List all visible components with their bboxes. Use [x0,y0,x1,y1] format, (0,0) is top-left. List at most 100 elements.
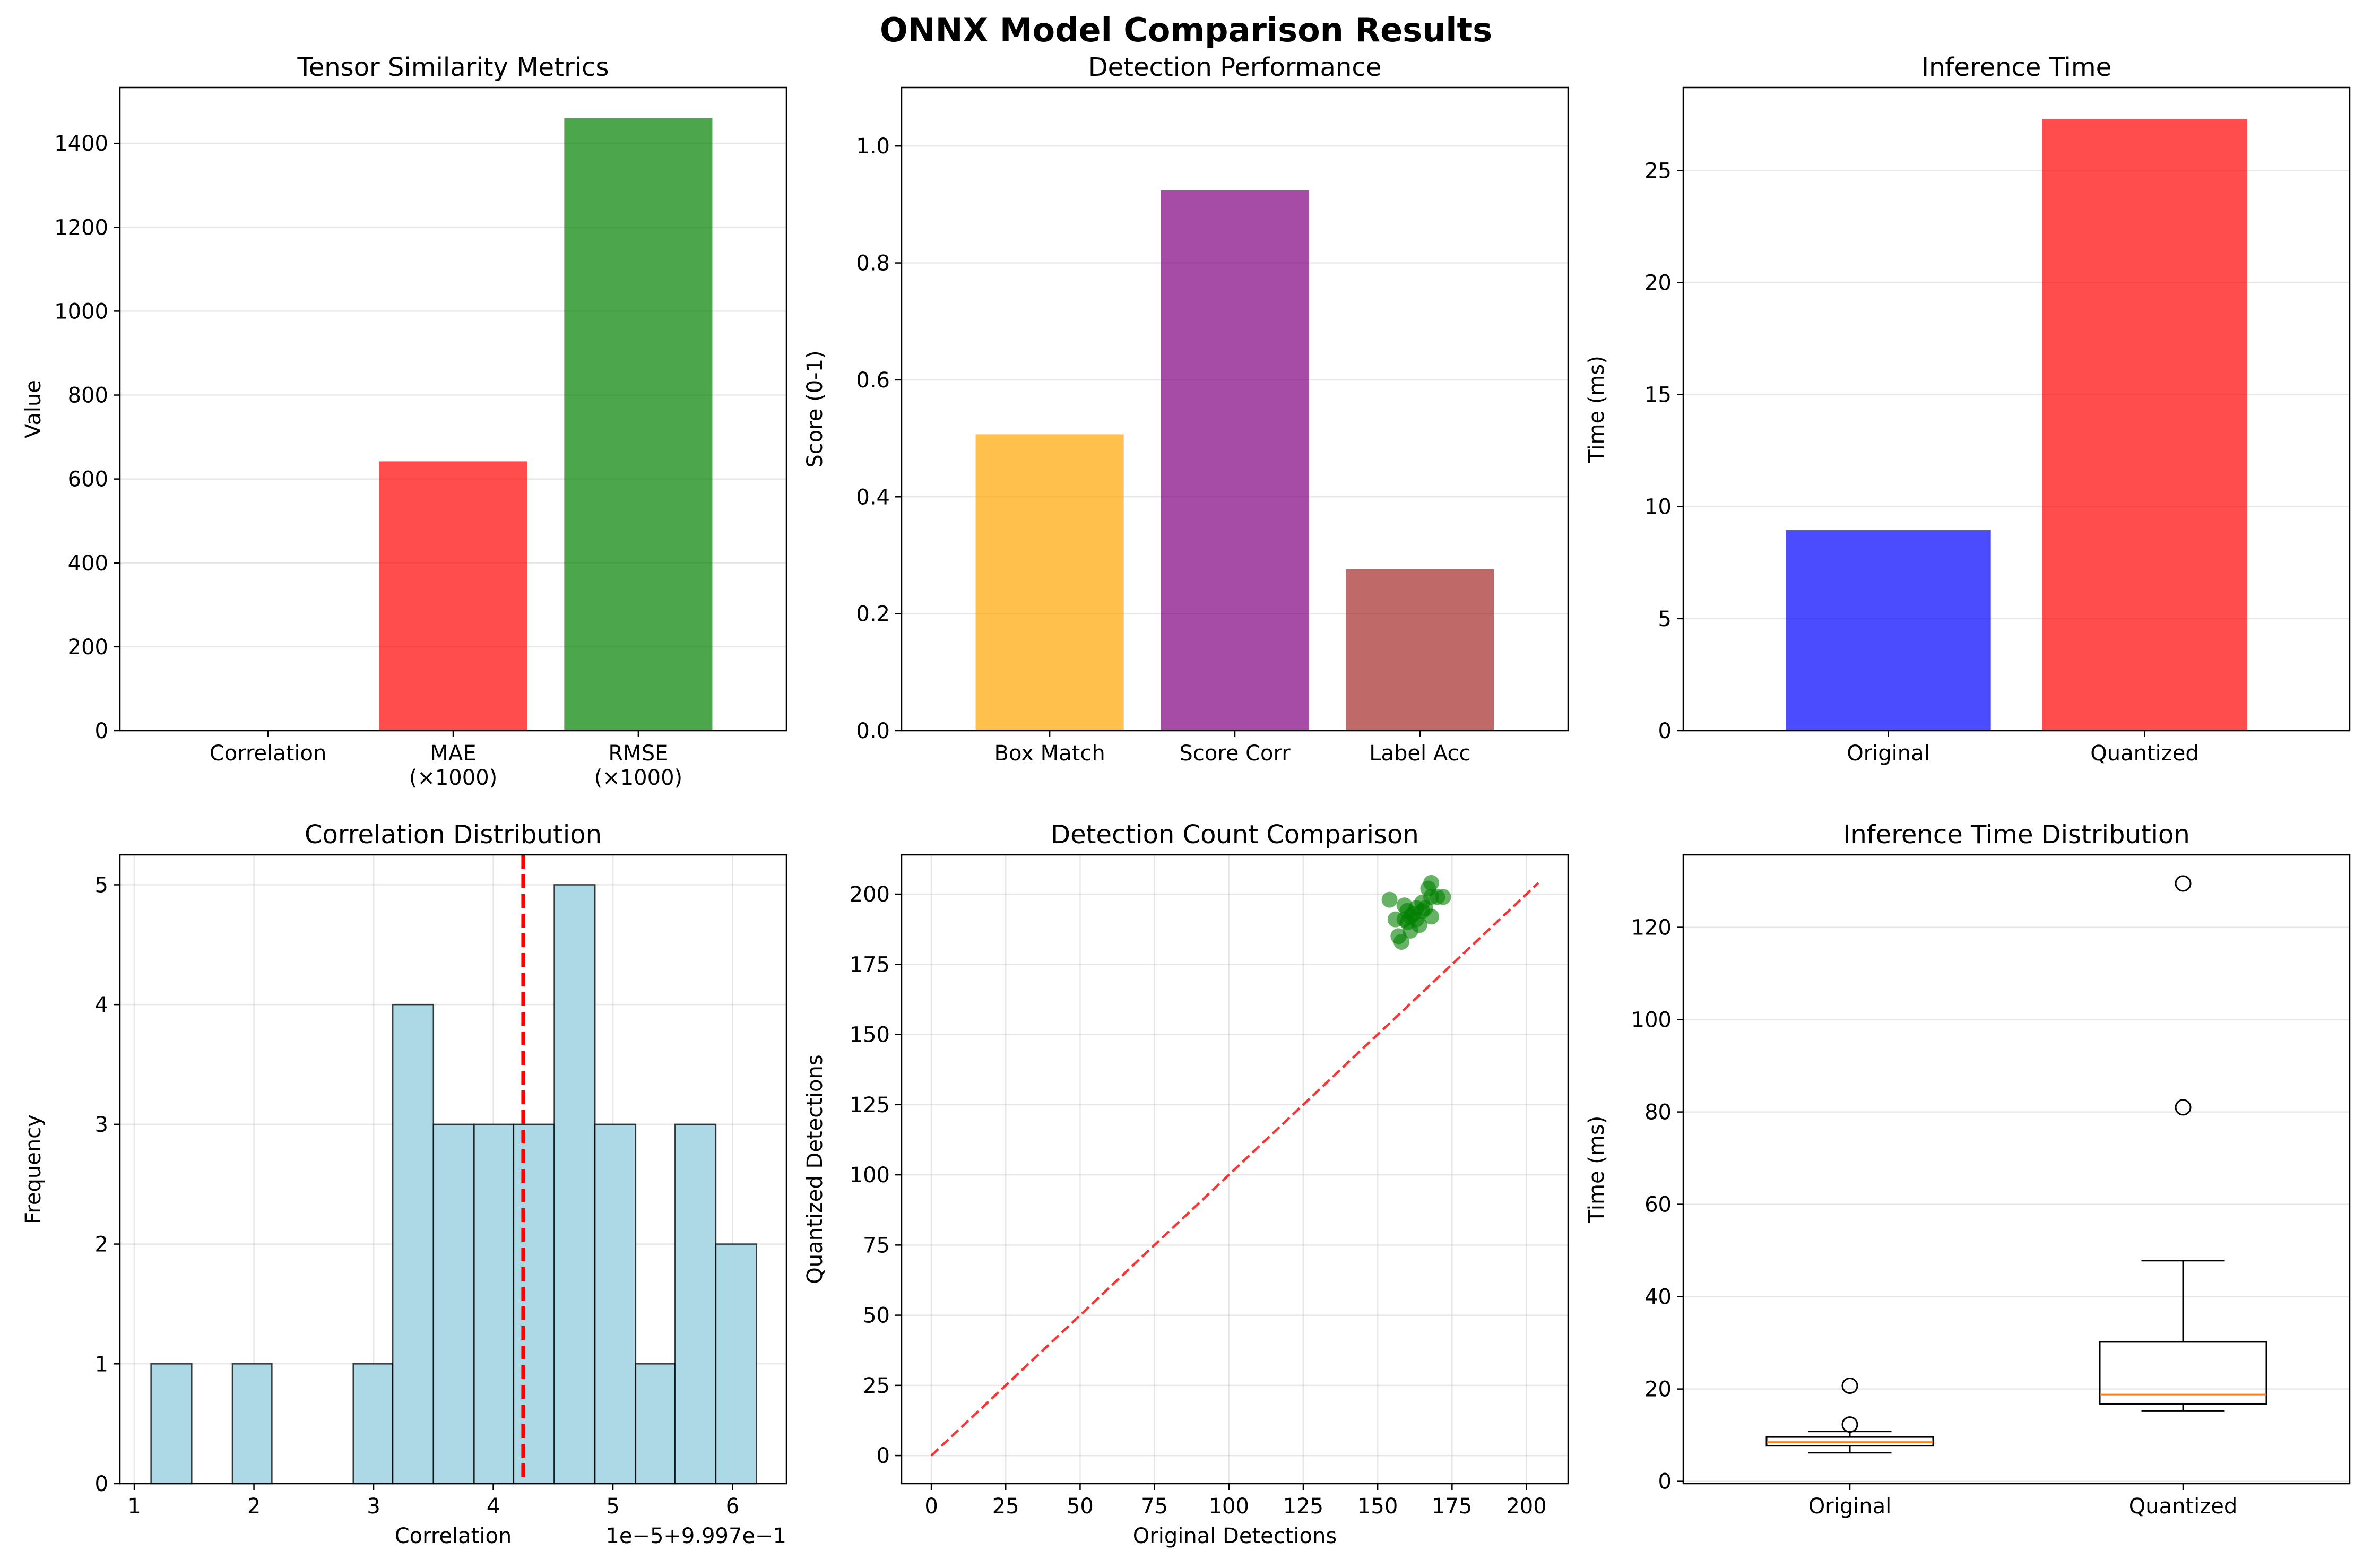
y-axis-label: Score (0-1) [803,350,827,467]
bar [1161,190,1309,731]
y-tick-label: 10 [1644,495,1672,519]
x-tick-label: 75 [1141,1494,1168,1519]
x-tick-label: RMSE [608,741,668,766]
y-tick-label: 2 [95,1233,108,1257]
chart-tensor-similarity: 0 200 400 600 800 1000 1200 1400 Tensor Similari… [21,53,787,790]
y-tick-label: 0.2 [856,602,890,627]
chart-detection-performance: 0.0 0.2 0.4 0.6 0.8 1.0 Detection Performance S… [803,53,1569,766]
y-tick-label: 4 [95,993,108,1017]
chart-inference-time-distribution: 0 20 40 60 80 100 120 Inference Time Distributi… [1585,820,2351,1519]
bar [2042,119,2247,731]
axes-frame [119,854,787,1485]
bar [379,461,527,731]
x-tick-label: 4 [487,1494,500,1519]
histogram-bar [513,1123,555,1485]
scatter-point [1393,933,1409,950]
scatter-point [1423,874,1440,891]
x-tick-label: 6 [726,1494,739,1519]
y-tick-label: 125 [850,1093,890,1117]
axes-title: Correlation Distribution [305,820,602,850]
x-tick-label: Quantized [2129,1494,2238,1519]
x-tick-label: Label Acc [1369,741,1470,766]
y-tick-label: 400 [68,551,108,576]
outlier-point [2175,875,2192,892]
axes-title: Inference Time [1921,53,2111,82]
y-tick-label: 5 [95,873,108,897]
y-tick-label: 3 [95,1113,108,1137]
scatter-point [1435,889,1451,905]
x-tick-label: 125 [1283,1494,1323,1519]
x-tick-label: 25 [992,1494,1019,1519]
x-tick-label: (×1000) [594,766,683,790]
box [2099,1341,2267,1405]
x-offset-label: 1e−5+9.997e−1 [605,1524,786,1548]
bar [975,434,1124,731]
y-tick-label: 25 [1644,159,1672,183]
y-tick-label: 20 [1644,271,1672,295]
chart-detection-count-comparison: 0 25 50 75 100 125 150 175 200 0 25 50 75 100 125 150 17… [803,820,1569,1548]
y-tick-label: 100 [1631,1008,1672,1033]
y-tick-label: 0.4 [856,485,890,509]
y-tick-label: 175 [850,952,890,977]
y-tick-label: 0 [1658,1470,1672,1494]
y-tick-label: 20 [1644,1378,1672,1402]
axes-title: Tensor Similarity Metrics [297,53,609,82]
y-tick-label: 1200 [54,215,108,240]
y-tick-label: 100 [850,1163,890,1188]
y-tick-label: 40 [1644,1285,1672,1310]
y-axis-label: Quantized Detections [803,1054,827,1284]
bar [1346,569,1494,731]
histogram-bar [392,1003,435,1485]
x-tick-label: 200 [1506,1494,1546,1519]
y-tick-label: 0 [1658,719,1672,743]
y-tick-label: 200 [68,635,108,660]
y-tick-label: 600 [68,467,108,492]
y-axis-label: Time (ms) [1585,356,1609,463]
x-tick-label: 100 [1209,1494,1249,1519]
x-tick-label: 1 [127,1494,141,1519]
x-axis-label: Correlation [395,1524,512,1548]
y-tick-label: 0 [95,1472,108,1496]
y-tick-label: 0.6 [856,368,890,393]
x-tick-label: 50 [1067,1494,1094,1519]
axes-frame [1682,86,2351,732]
identity-line [930,882,1539,1457]
y-tick-label: 120 [1631,916,1672,940]
y-tick-label: 1 [95,1352,108,1376]
axes-title: Detection Count Comparison [1051,820,1419,850]
x-tick-label: Score Corr [1179,741,1291,766]
x-tick-label: Original [1808,1494,1892,1519]
y-tick-label: 150 [850,1023,890,1047]
y-axis-label: Time (ms) [1585,1116,1609,1224]
y-tick-label: 60 [1644,1193,1672,1217]
histogram-bar [432,1123,475,1485]
x-tick-label: 0 [924,1494,938,1519]
scatter-point [1423,908,1440,925]
histogram-bar [150,1363,193,1485]
y-axis-label: Value [21,380,46,438]
x-tick-label: Correlation [210,741,327,766]
x-tick-label: Box Match [994,741,1105,766]
axes-frame [1682,854,2351,1485]
y-tick-label: 5 [1658,607,1672,631]
x-tick-label: 150 [1357,1494,1398,1519]
y-tick-label: 200 [850,882,890,907]
y-tick-label: 1.0 [856,134,890,159]
x-tick-label: 2 [247,1494,261,1519]
y-tick-label: 75 [863,1233,890,1258]
y-tick-label: 50 [863,1304,890,1328]
y-tick-label: 0 [95,719,108,743]
histogram-bar [715,1243,757,1485]
y-tick-label: 0.8 [856,252,890,276]
outlier-point [1841,1378,1858,1394]
bar [1786,530,1991,731]
scatter-point [1411,917,1427,933]
x-tick-label: 5 [606,1494,619,1519]
y-tick-label: 800 [68,384,108,408]
y-tick-label: 1000 [54,299,108,324]
y-tick-label: 15 [1644,383,1672,408]
y-tick-label: 80 [1644,1101,1672,1125]
histogram-bar [594,1123,637,1485]
x-tick-label: (×1000) [409,766,498,790]
